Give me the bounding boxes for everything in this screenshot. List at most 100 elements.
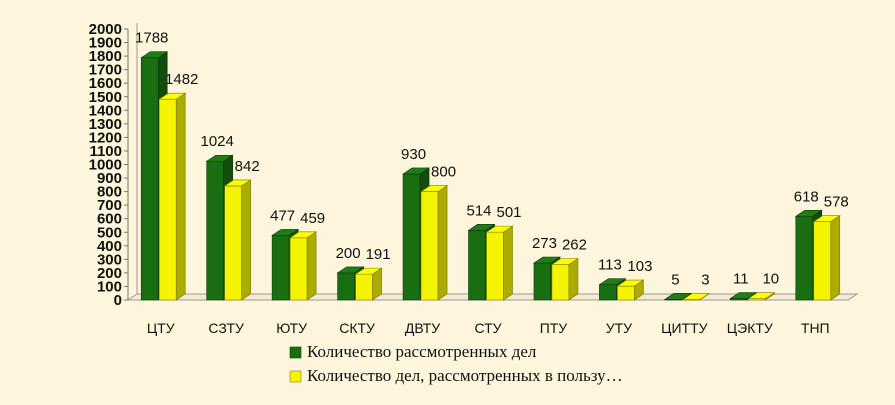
y-tick-label: 1300 [89, 116, 122, 133]
data-label: 842 [235, 158, 260, 175]
bar-top-1-7 [616, 279, 645, 287]
bar-front-0-1 [206, 160, 224, 301]
x-tick-label: ЮТУ [276, 320, 307, 336]
x-tick-label: СТУ [474, 320, 501, 336]
y-tick-label: 2000 [89, 21, 122, 38]
data-label: 618 [794, 188, 819, 205]
bar-top-0-8 [663, 293, 692, 300]
bar-top-1-5 [485, 225, 514, 233]
bar-front-1-0 [158, 98, 177, 301]
data-label: 1024 [200, 133, 233, 150]
bar-top-0-4 [402, 167, 431, 175]
data-label: 578 [824, 194, 849, 211]
x-tick-label: СЗТУ [208, 320, 244, 336]
bar-side-1-2 [306, 231, 317, 301]
y-tick-label: 1200 [89, 129, 122, 146]
bar-top-1-3 [354, 267, 383, 275]
data-label: 459 [300, 210, 325, 227]
legend-label-1: Количество дел, рассмотренных в пользу… [307, 366, 623, 385]
bar-top-1-1 [223, 179, 252, 187]
y-tick-label: 600 [97, 211, 122, 228]
bar-side-1-1 [241, 179, 251, 301]
bar-top-0-3 [336, 266, 365, 274]
bar-top-1-6 [550, 258, 579, 265]
data-label: 10 [762, 271, 779, 288]
y-tick-label: 300 [97, 251, 122, 268]
x-tick-label: ЦЭКТУ [727, 320, 773, 336]
bar-front-1-10 [813, 221, 832, 301]
y-tick-label: 1500 [89, 89, 122, 106]
x-tick-label: ПТУ [540, 320, 568, 336]
x-tick-label: ТНП [801, 320, 830, 336]
bar-top-0-9 [729, 292, 758, 299]
bar-front-0-6 [533, 262, 552, 301]
bar-side-1-6 [568, 257, 579, 301]
bar-front-0-7 [599, 284, 617, 301]
data-label: 113 [598, 257, 622, 274]
y-tick-label: 900 [97, 170, 122, 187]
data-label: 514 [466, 202, 491, 219]
bar-front-1-2 [289, 237, 308, 301]
y-tick-label: 1900 [89, 35, 122, 52]
data-label: 5 [671, 271, 679, 288]
x-tick-label: УТУ [606, 320, 632, 336]
y-tick-label: 500 [97, 224, 122, 241]
bar-side-1-10 [830, 215, 841, 301]
bar-front-0-0 [140, 57, 159, 301]
y-tick-label: 1000 [89, 157, 122, 174]
data-label: 800 [431, 164, 456, 181]
bar-top-0-1 [205, 154, 234, 162]
data-label: 1788 [135, 30, 168, 47]
y-tick-label: 200 [97, 265, 122, 282]
y-tick-label: 100 [97, 278, 122, 295]
y-tick-label: 1600 [89, 75, 122, 92]
y-tick-label: 0 [114, 292, 122, 309]
data-label: 11 [733, 271, 749, 288]
bar-top-0-0 [140, 51, 169, 59]
y-tick-label: 1100 [89, 143, 122, 160]
data-label: 477 [270, 207, 295, 224]
x-tick-label: ДВТУ [405, 320, 440, 336]
bar-front-0-3 [337, 272, 355, 301]
bar-top-1-8 [681, 293, 710, 300]
x-tick-label: ЦИТТУ [661, 320, 708, 336]
bar-front-1-6 [551, 264, 570, 301]
legend-swatch-0 [289, 346, 302, 359]
data-label: 200 [336, 245, 361, 262]
y-tick-label: 400 [97, 238, 122, 255]
bar-front-0-2 [271, 235, 290, 301]
bar-side-1-5 [503, 225, 513, 301]
legend-swatch-1 [289, 370, 302, 383]
data-label: 501 [496, 204, 521, 221]
bar-front-1-3 [355, 273, 373, 301]
y-tick-label: 800 [97, 184, 122, 201]
bar-top-1-9 [747, 292, 776, 299]
bar-top-1-0 [158, 92, 187, 100]
y-tick-label: 1400 [89, 102, 122, 119]
bar-top-0-7 [598, 278, 627, 285]
bar-side-1-4 [437, 185, 448, 301]
legend-label-0: Количество рассмотренных дел [307, 342, 537, 361]
data-label: 191 [366, 246, 391, 263]
bar-side-1-0 [175, 92, 186, 301]
bar-top-0-2 [271, 229, 300, 236]
y-tick-label: 1800 [89, 48, 122, 65]
data-label: 3 [701, 272, 709, 289]
bar-front-0-5 [468, 230, 486, 301]
y-tick-label: 700 [97, 197, 122, 214]
bar-top-0-5 [467, 224, 496, 231]
x-tick-label: ЦТУ [147, 320, 175, 336]
data-label: 273 [532, 235, 557, 252]
bar-top-1-10 [812, 215, 841, 222]
data-label: 1482 [165, 71, 198, 88]
bar-top-0-10 [794, 209, 823, 217]
bar-top-0-6 [532, 256, 561, 264]
bar-front-0-4 [402, 173, 421, 301]
bar-front-1-7 [617, 285, 635, 301]
bar-top-1-2 [289, 231, 318, 239]
data-label: 262 [562, 236, 587, 253]
bar-front-1-1 [224, 185, 242, 301]
bar-top-1-4 [420, 185, 449, 192]
